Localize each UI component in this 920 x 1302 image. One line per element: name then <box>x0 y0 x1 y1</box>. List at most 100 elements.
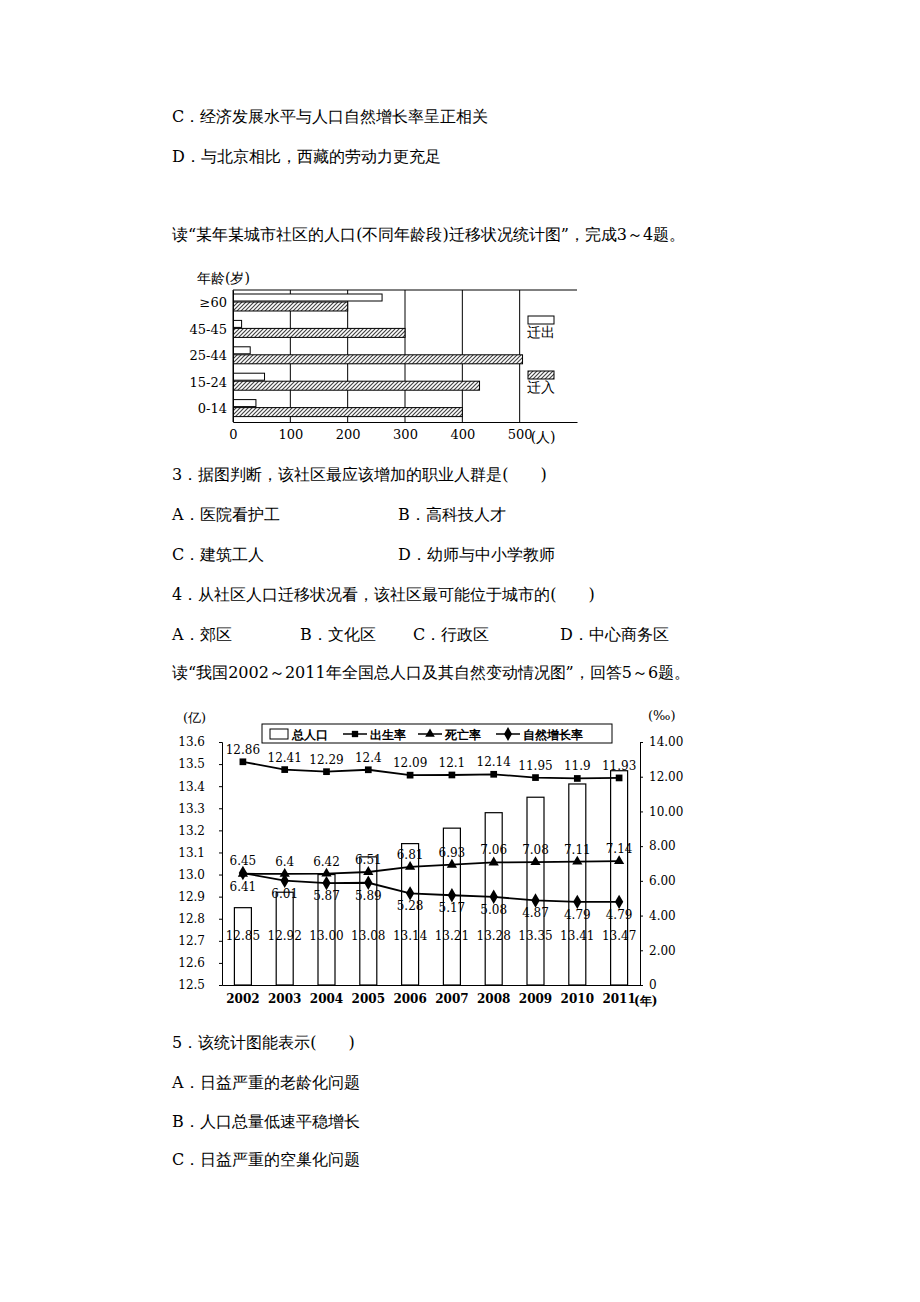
data-label: 12.92 <box>268 929 302 943</box>
text-line: D．幼师与中小学教师 <box>398 545 555 564</box>
marker <box>321 868 331 877</box>
bar <box>527 797 544 985</box>
line <box>243 873 619 902</box>
marker <box>449 772 456 779</box>
tick: 2009 <box>519 985 552 1006</box>
tick: 4.00 <box>640 909 676 923</box>
plot-frame-top <box>233 290 577 291</box>
tick: 14.00 <box>640 735 683 749</box>
data-label: 5.28 <box>397 899 424 913</box>
tick-label: 13.1 <box>178 846 205 860</box>
tick-label: 12.5 <box>178 978 205 992</box>
legend-label: 自然增长率 <box>523 728 583 742</box>
tick: 25-44 <box>190 348 233 363</box>
tick: 2002 <box>226 985 259 1006</box>
data-label: 12.29 <box>309 753 343 767</box>
plot-marks <box>234 758 627 985</box>
legend-label: 迁出 <box>527 324 555 340</box>
tick: 12.9 <box>178 890 222 904</box>
tick-label: 8.00 <box>649 839 676 853</box>
bar <box>485 813 502 985</box>
tick-mark <box>219 919 222 920</box>
tick: 0-14 <box>198 401 233 416</box>
tick: 2010 <box>561 985 594 1006</box>
x-axis: 2002200320042005200620072008200920102011 <box>223 985 641 1006</box>
legend-swatch <box>528 371 554 379</box>
tick: 12.5 <box>178 978 222 992</box>
legend-marker <box>504 727 512 741</box>
text-line: B．高科技人才 <box>398 505 506 524</box>
tick-mark <box>219 963 222 964</box>
tick-label: 4.00 <box>649 909 676 923</box>
tick-label: 2009 <box>519 992 552 1006</box>
data-label: 5.08 <box>480 903 507 917</box>
text-line: C．经济发展水平与人口自然增长率呈正相关 <box>172 107 488 126</box>
tick-mark <box>219 852 222 853</box>
data-label: 7.11 <box>564 843 591 857</box>
bar <box>233 320 242 327</box>
marker <box>281 766 288 773</box>
bar <box>233 355 523 364</box>
tick-label: 13.0 <box>178 868 205 882</box>
tick-label: 0-14 <box>198 401 227 416</box>
bar <box>233 373 265 380</box>
tick-label: ≥60 <box>200 295 227 310</box>
data-label: 12.1 <box>439 756 466 770</box>
bar <box>360 857 377 985</box>
axis-title: (年) <box>634 994 657 1008</box>
tick: 8.00 <box>640 839 676 853</box>
tick-mark <box>219 985 222 986</box>
marker <box>532 774 539 781</box>
legend-label: 出生率 <box>370 728 406 742</box>
tick: 13.4 <box>178 780 222 794</box>
tick: 6.00 <box>640 874 676 888</box>
data-label: 6.42 <box>313 855 340 869</box>
marker <box>574 775 581 782</box>
data-label: 12.09 <box>393 756 427 770</box>
data-label: 12.41 <box>268 751 302 765</box>
line <box>243 861 619 874</box>
tick-label: 200 <box>336 427 361 442</box>
data-label: 5.17 <box>439 901 466 915</box>
marker <box>616 775 623 782</box>
axis-title: 年龄(岁) <box>197 270 250 286</box>
tick: 12.6 <box>178 956 222 970</box>
bar <box>234 908 251 985</box>
data-label: 12.4 <box>355 751 382 765</box>
bar <box>233 347 250 354</box>
tick-label: 12.00 <box>649 770 683 784</box>
legend-swatch <box>270 729 288 739</box>
tick: 2.00 <box>640 944 676 958</box>
tick: 2004 <box>310 985 343 1006</box>
data-label: 12.85 <box>226 929 260 943</box>
data-label: 5.87 <box>313 889 340 903</box>
tick-label: 2006 <box>393 992 426 1006</box>
tick-label: 2008 <box>477 992 510 1006</box>
tick-label: 13.5 <box>178 757 205 771</box>
text-line: B．文化区 <box>300 625 376 644</box>
tick-label: 10.00 <box>649 805 683 819</box>
tick: 13.6 <box>178 735 222 749</box>
data-label: 13.28 <box>477 929 511 943</box>
tick: 0 <box>640 978 657 992</box>
axis-line <box>234 422 578 423</box>
legend-label: 总人口 <box>291 728 328 742</box>
text-line: C．行政区 <box>413 625 489 644</box>
marker <box>405 861 415 870</box>
tick-mark <box>640 950 643 951</box>
tick-label: 12.7 <box>178 934 205 948</box>
tick: 12.8 <box>178 912 222 926</box>
text-line: 5．该统计图能表示( ) <box>172 1033 355 1052</box>
tick: ≥60 <box>200 295 233 310</box>
document-text: C．经济发展水平与人口自然增长率呈正相关D．与北京相比，西藏的劳动力更充足读“某… <box>171 107 690 1169</box>
tick-label: 2011 <box>602 992 635 1006</box>
bar <box>233 302 348 311</box>
tick-label: 500 <box>508 427 533 442</box>
migration-chart: 0100200300400500≥6045-4525-4415-240-14年龄… <box>190 270 578 445</box>
tick: 45-45 <box>190 322 233 337</box>
x-axis: 0100200300400500 <box>229 422 577 442</box>
axis-title: (人) <box>531 429 556 445</box>
text-line: 3．据图判断，该社区最应该增加的职业人群是( ) <box>172 465 547 484</box>
legend: 总人口出生率死亡率自然增长率 <box>262 724 612 743</box>
data-label: 4.87 <box>522 906 549 920</box>
